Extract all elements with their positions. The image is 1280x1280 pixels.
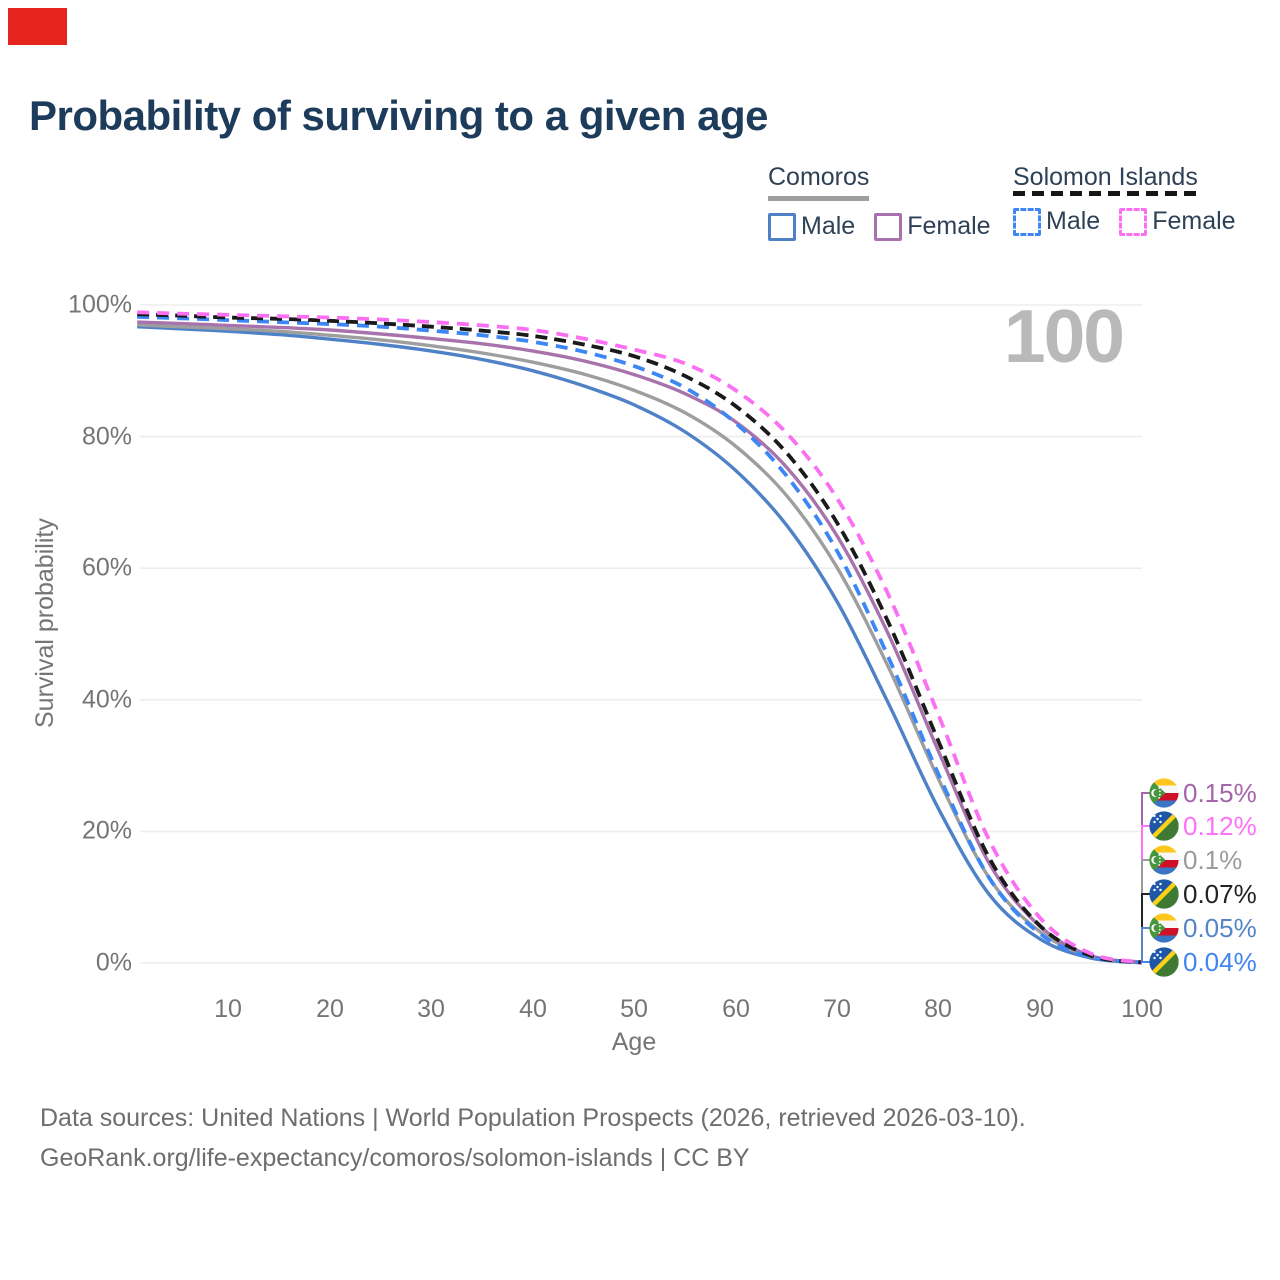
end-label-solomon-both: 0.07% <box>1149 878 1257 910</box>
y-tick: 60% <box>81 553 132 582</box>
age-watermark: 100 <box>1003 294 1125 378</box>
page-title: Probability of surviving to a given age <box>29 92 768 139</box>
end-label-comoros-both: 0.1% <box>1149 844 1242 876</box>
solomon-female-swatch-icon <box>1119 207 1148 236</box>
legend-country-solomon-islands[interactable]: Solomon Islands <box>1013 163 1198 196</box>
x-tick: 100 <box>1121 995 1163 1023</box>
comoros-flag-icon <box>1149 913 1179 943</box>
data-source-line2[interactable]: GeoRank.org/life-expectancy/comoros/solo… <box>40 1144 750 1172</box>
comoros-flag-icon <box>1149 845 1179 875</box>
y-tick: 100% <box>68 290 132 319</box>
legend-label-male: Male <box>801 212 856 240</box>
end-label-solomon-female: 0.12% <box>1149 810 1257 842</box>
x-tick: 20 <box>316 995 344 1023</box>
end-label-value: 0.12% <box>1183 810 1257 841</box>
legend-group-solomon-islands: Solomon Islands Male Female <box>1013 163 1236 236</box>
x-tick: 40 <box>519 995 547 1023</box>
end-label-value: 0.04% <box>1183 946 1257 977</box>
solomon-islands-flag-icon <box>1149 947 1179 977</box>
comoros-female-swatch-icon <box>874 212 903 241</box>
y-tick: 20% <box>81 816 132 845</box>
legend-item-solomon-female[interactable]: Female <box>1119 207 1236 236</box>
y-axis-label: Survival probability <box>31 518 59 728</box>
legend-item-comoros-male[interactable]: Male <box>768 212 855 241</box>
solomon-male-swatch-icon <box>1013 207 1041 236</box>
legend-country-comoros[interactable]: Comoros <box>768 163 870 201</box>
x-tick: 60 <box>722 995 750 1023</box>
legend-item-solomon-male[interactable]: Male <box>1013 207 1100 236</box>
x-tick: 10 <box>214 995 242 1023</box>
end-label-value: 0.1% <box>1183 844 1243 875</box>
end-label-solomon-male: 0.04% <box>1149 946 1257 978</box>
legend-item-comoros-female[interactable]: Female <box>874 212 991 241</box>
end-label-value: 0.05% <box>1183 912 1257 943</box>
end-label-comoros-male: 0.05% <box>1149 912 1257 944</box>
red-badge <box>8 8 67 45</box>
legend-group-comoros: Comoros Male Female <box>768 163 991 241</box>
x-tick: 50 <box>620 995 648 1023</box>
solomon-islands-flag-icon <box>1149 879 1179 909</box>
end-label-comoros-female: 0.15% <box>1149 777 1257 809</box>
y-tick: 40% <box>81 685 132 714</box>
y-tick: 0% <box>95 948 132 977</box>
legend-label-male: Male <box>1046 207 1101 235</box>
data-source-line1: Data sources: United Nations | World Pop… <box>40 1104 1026 1132</box>
legend-label-female: Female <box>1152 207 1236 235</box>
data-source: Data sources: United Nations | World Pop… <box>40 1098 1026 1178</box>
x-tick: 70 <box>823 995 851 1023</box>
x-tick: 90 <box>1026 995 1054 1023</box>
solomon-islands-flag-icon <box>1149 811 1179 841</box>
x-axis-label: Age <box>611 1028 657 1056</box>
x-tick: 30 <box>417 995 445 1023</box>
comoros-flag-icon <box>1149 778 1179 808</box>
end-label-value: 0.15% <box>1183 777 1257 808</box>
legend-label-female: Female <box>907 212 991 240</box>
y-tick: 80% <box>81 422 132 451</box>
end-label-value: 0.07% <box>1183 878 1257 909</box>
x-tick: 80 <box>924 995 952 1023</box>
comoros-male-swatch-icon <box>768 212 796 241</box>
